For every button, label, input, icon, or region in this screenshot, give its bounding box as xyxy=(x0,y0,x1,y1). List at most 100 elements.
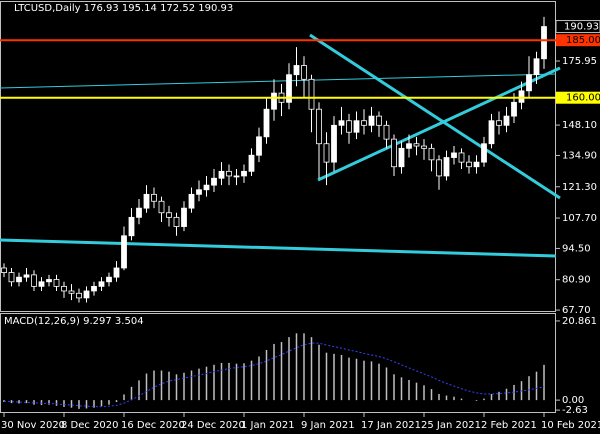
candle-body xyxy=(361,120,367,126)
candle-body xyxy=(166,212,172,218)
candle-body xyxy=(458,152,465,163)
candle-body xyxy=(533,58,540,76)
candle-body xyxy=(368,115,375,126)
candle-body xyxy=(286,74,292,103)
candle-body xyxy=(518,90,525,103)
current-price-box xyxy=(555,20,600,34)
candle-body xyxy=(293,65,300,76)
candle-body xyxy=(308,78,315,110)
candle-body xyxy=(406,143,412,149)
candle-body xyxy=(121,235,127,269)
candle-body xyxy=(526,74,532,92)
candle-body xyxy=(241,170,247,177)
y-tick-label: 175.95 xyxy=(562,56,597,67)
trendline xyxy=(309,33,561,200)
y-tick-label: 148.10 xyxy=(562,120,597,131)
marks xyxy=(1,16,547,409)
y-tick-label: 80.90 xyxy=(562,275,591,286)
signal-line xyxy=(3,342,545,408)
y-tick-label: 107.70 xyxy=(562,213,597,224)
candle-body xyxy=(38,281,45,287)
candle-body xyxy=(181,207,187,227)
candle-body xyxy=(46,279,52,283)
candle-body xyxy=(488,120,495,145)
x-tick-label: 16 Dec 2020 xyxy=(121,420,185,431)
candle-body xyxy=(301,65,307,80)
candle-body xyxy=(428,147,435,161)
candle-body xyxy=(218,170,225,179)
candle-body xyxy=(256,136,262,156)
candle-body xyxy=(158,200,165,214)
chart-title: LTCUSD,Daily 176.93 195.14 172.52 190.93 xyxy=(14,3,233,14)
x-tick-label: 10 Feb 2021 xyxy=(541,420,600,431)
candle-body xyxy=(196,189,202,195)
candle-body xyxy=(106,276,112,283)
candle-body xyxy=(443,157,450,177)
x-tick-label: 8 Dec 2020 xyxy=(61,420,119,431)
trendline xyxy=(317,66,561,182)
candle-body xyxy=(413,143,420,147)
candle-body xyxy=(211,177,217,186)
candle-body xyxy=(391,138,397,168)
candle-body xyxy=(16,276,22,283)
candle-body xyxy=(353,120,360,133)
candle-body xyxy=(271,92,277,110)
candle-body xyxy=(248,154,255,172)
candle-body xyxy=(31,274,37,287)
candle-body xyxy=(91,285,97,292)
x-tick-label: 24 Dec 2020 xyxy=(181,420,245,431)
candle-body xyxy=(151,193,157,202)
y-tick-label: 121.30 xyxy=(562,182,597,193)
candle-body xyxy=(503,115,510,126)
candle-body xyxy=(383,124,390,140)
macd-title: MACD(12,26,9) 9.297 3.504 xyxy=(4,316,144,327)
macd-panel-frame xyxy=(0,313,556,413)
y-tick-label: 134.90 xyxy=(562,150,597,161)
candle-body xyxy=(1,267,7,273)
candle-body xyxy=(436,159,442,177)
candle-body xyxy=(76,292,82,299)
candle-body xyxy=(203,184,210,191)
candle-body xyxy=(466,161,472,168)
candle-body xyxy=(541,26,547,60)
x-tick-label: 30 Nov 2020 xyxy=(1,420,65,431)
candle-body xyxy=(83,290,90,299)
candle-body xyxy=(143,193,150,209)
candle-body xyxy=(323,143,330,163)
candle-body xyxy=(338,120,345,126)
price-label-box xyxy=(556,91,600,104)
y-tick-label: -2.63 xyxy=(562,405,588,416)
candle-body xyxy=(61,285,67,292)
candle-body xyxy=(233,175,240,178)
trendlines xyxy=(0,33,561,258)
candle-body xyxy=(188,193,195,209)
candle-body xyxy=(511,101,517,117)
candle-body xyxy=(346,120,352,133)
candle-body xyxy=(173,216,180,227)
candle-body xyxy=(68,290,75,294)
x-tick-label: 2 Feb 2021 xyxy=(481,420,537,431)
candle-body xyxy=(23,274,30,278)
x-tick-label: 25 Jan 2021 xyxy=(421,420,481,431)
candle-body xyxy=(398,147,405,168)
candle-body xyxy=(481,143,487,163)
candle-body xyxy=(316,108,322,145)
trendline xyxy=(0,73,557,89)
y-tick-label: 94.50 xyxy=(562,243,591,254)
y-tick-label: 20.861 xyxy=(562,316,597,327)
candle-body xyxy=(8,272,15,283)
y-tick-label: 67.70 xyxy=(562,305,591,316)
candle-body xyxy=(331,124,337,163)
candle-body xyxy=(113,267,120,278)
candle-body xyxy=(226,170,232,177)
trendline xyxy=(0,238,557,258)
candle-body xyxy=(473,161,480,168)
candle-body xyxy=(128,216,135,237)
candle-body xyxy=(376,115,382,126)
candle-body xyxy=(53,279,60,287)
candle-body xyxy=(98,281,105,287)
candle-body xyxy=(136,207,142,218)
price-label: 185.00 xyxy=(566,35,600,46)
